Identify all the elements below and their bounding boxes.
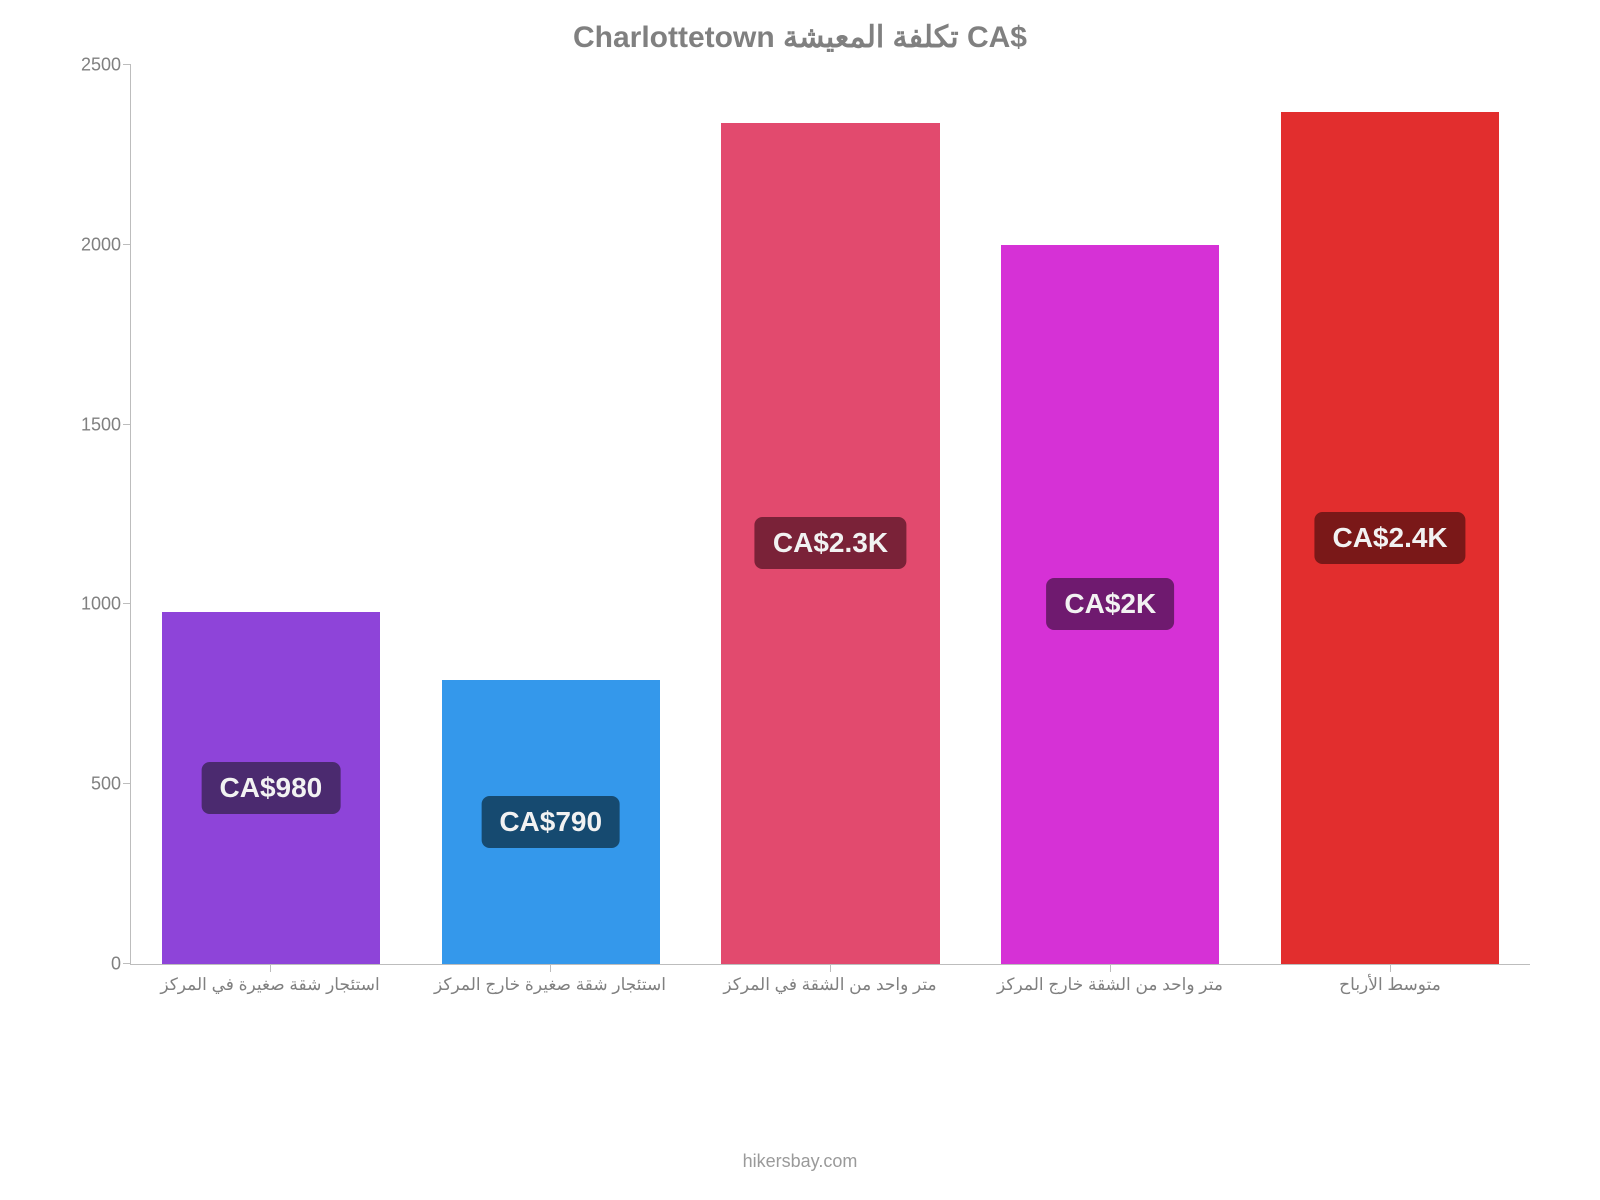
y-axis-tick [123,783,131,784]
x-axis-label: استئجار شقة صغيرة في المركز [130,975,410,995]
value-badge: CA$2K [1046,578,1174,630]
y-axis-label: 1500 [81,414,121,435]
y-axis-tick [123,424,131,425]
x-axis-label: متر واحد من الشقة في المركز [690,975,970,995]
y-axis-tick [123,64,131,65]
y-axis-label: 1000 [81,594,121,615]
bar: CA$980 [162,612,380,964]
plot-area: CA$980CA$790CA$2.3KCA$2KCA$2.4K 05001000… [130,65,1530,965]
bar-slot: CA$790 [411,65,691,964]
x-tick-slot [411,964,691,972]
x-axis-label: متوسط الأرباح [1250,975,1530,995]
bar-slot: CA$2.4K [1250,65,1530,964]
value-badge: CA$790 [481,796,620,848]
chart-title: Charlottetown تكلفة المعيشة CA$ [40,20,1560,55]
credit-text: hikersbay.com [0,1151,1600,1172]
bar-slot: CA$2K [970,65,1250,964]
x-axis-tick [550,964,551,972]
bar: CA$2K [1001,245,1219,964]
x-tick-slot [1250,964,1530,972]
value-badge: CA$980 [202,762,341,814]
y-axis-label: 500 [91,774,121,795]
x-axis-label: استئجار شقة صغيرة خارج المركز [410,975,690,995]
value-badge: CA$2.3K [755,517,906,569]
bars-row: CA$980 CA$790 CA$2.3K CA$2K CA$2.4K [131,65,1530,964]
bar-slot: CA$2.3K [691,65,971,964]
y-axis-label: 2000 [81,234,121,255]
y-axis-label: 0 [111,954,121,975]
x-tick-slot [691,964,971,972]
bar: CA$2.3K [721,123,939,964]
x-axis-tick [830,964,831,972]
bar-slot: CA$980 [131,65,411,964]
value-badge: CA$2.4K [1314,512,1465,564]
xtick-row [131,964,1530,972]
chart-container: Charlottetown تكلفة المعيشة CA$ CA$980CA… [0,0,1600,1200]
bar: CA$2.4K [1281,112,1499,964]
y-axis-tick [123,244,131,245]
x-tick-slot [970,964,1250,972]
x-axis-tick [270,964,271,972]
x-axis-label: متر واحد من الشقة خارج المركز [970,975,1250,995]
x-axis-tick [1390,964,1391,972]
y-axis-tick [123,963,131,964]
bar: CA$790 [442,680,660,964]
x-axis-tick [1110,964,1111,972]
x-axis-labels: استئجار شقة صغيرة في المركزاستئجار شقة ص… [130,975,1530,995]
y-axis-label: 2500 [81,55,121,76]
y-axis-tick [123,603,131,604]
x-tick-slot [131,964,411,972]
